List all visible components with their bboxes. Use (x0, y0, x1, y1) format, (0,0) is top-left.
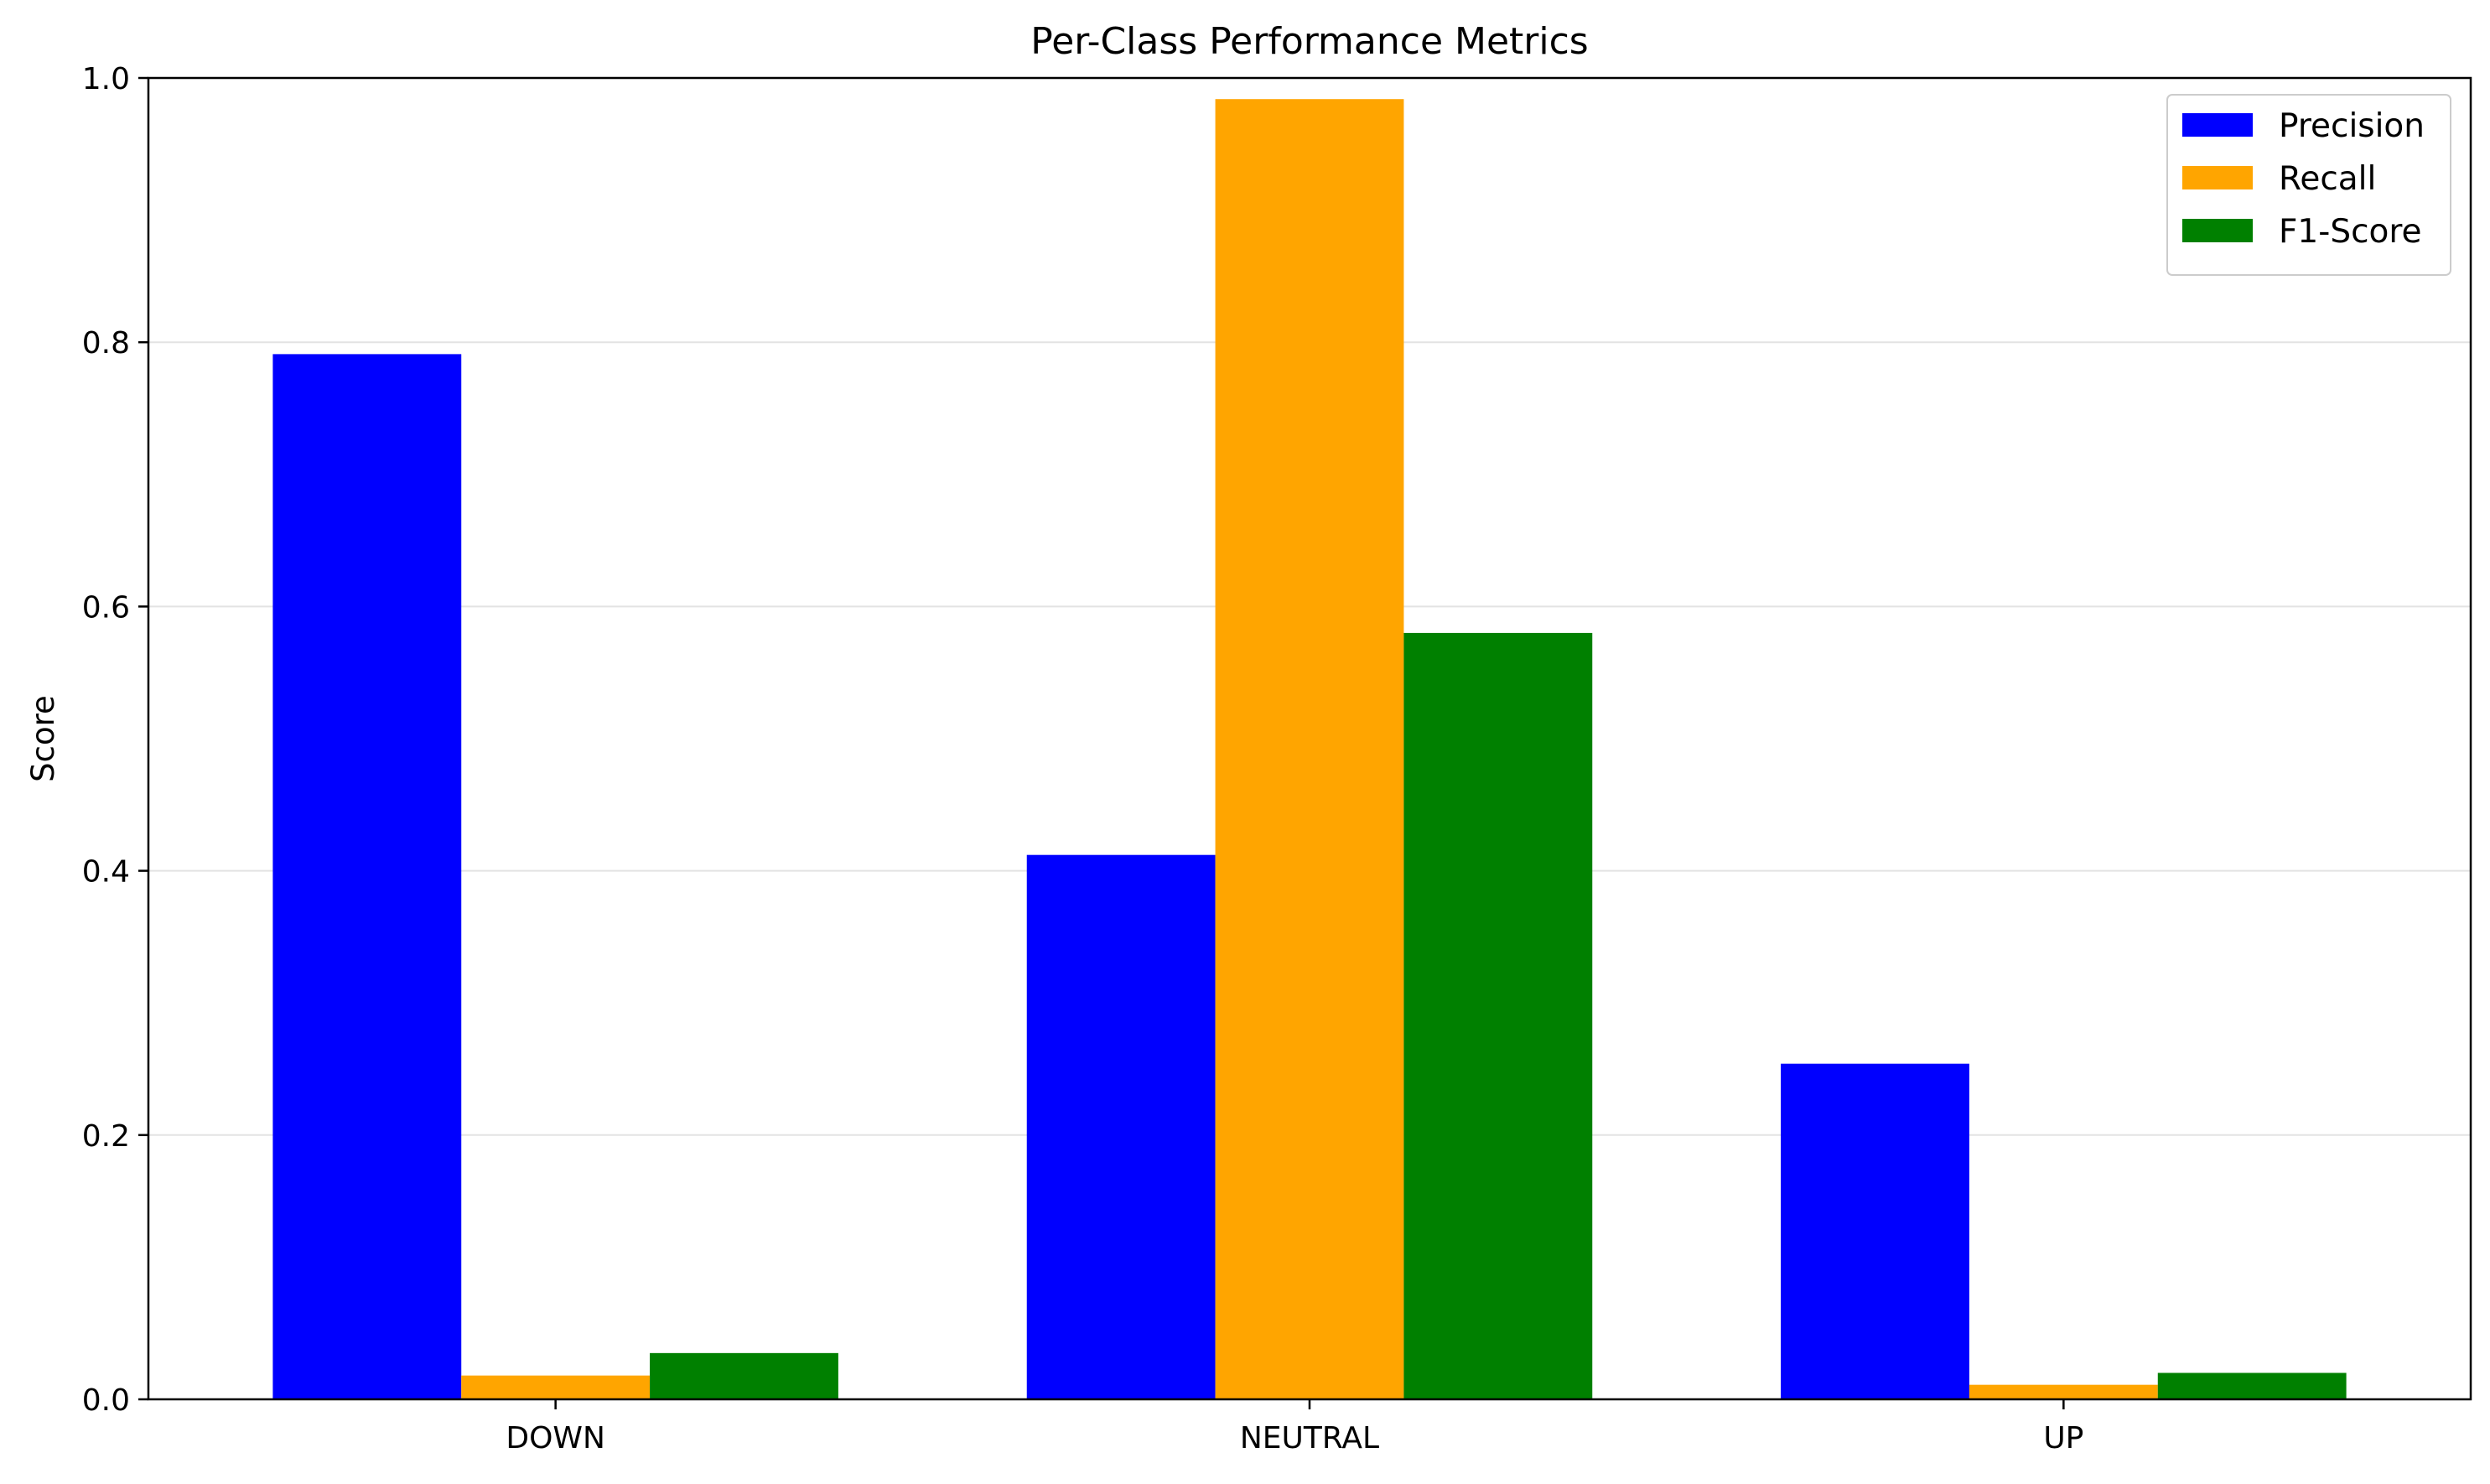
x-tick-label: UP (2043, 1421, 2083, 1455)
bar-precision-up (1781, 1063, 1969, 1399)
y-tick-label: 0.4 (82, 855, 130, 890)
x-tick-label: NEUTRAL (1240, 1421, 1379, 1455)
bar-f1-score-down (650, 1352, 838, 1399)
chart-title: Per-Class Performance Metrics (1030, 20, 1588, 63)
legend-swatch (2182, 113, 2253, 137)
legend-label: Recall (2279, 160, 2376, 198)
bar-precision-neutral (1026, 854, 1216, 1399)
legend: Precision Recall F1-Score (2166, 94, 2451, 276)
bar-recall-neutral (1215, 99, 1404, 1399)
x-tick-label: DOWN (506, 1421, 605, 1455)
y-tick-label: 0.8 (82, 326, 130, 361)
bar-f1-score-up (2157, 1372, 2347, 1399)
y-tick-label: 0.0 (82, 1383, 130, 1418)
y-axis-label: Score (25, 695, 61, 782)
bars (272, 99, 2347, 1399)
y-axis: 0.0 0.2 0.4 0.6 0.8 1.0 (82, 62, 148, 1418)
bar-recall-down (461, 1375, 651, 1399)
legend-swatch (2182, 219, 2253, 242)
y-tick-label: 1.0 (82, 62, 130, 96)
bar-precision-down (272, 354, 462, 1399)
legend-label: Precision (2279, 107, 2425, 145)
legend-label: F1-Score (2279, 213, 2422, 251)
bar-recall-up (1969, 1384, 2158, 1399)
y-tick-label: 0.6 (82, 590, 130, 625)
legend-swatch (2182, 166, 2253, 189)
y-tick-label: 0.2 (82, 1119, 130, 1154)
x-axis: DOWN NEUTRAL UP (506, 1399, 2083, 1455)
bar-f1-score-neutral (1403, 632, 1593, 1399)
